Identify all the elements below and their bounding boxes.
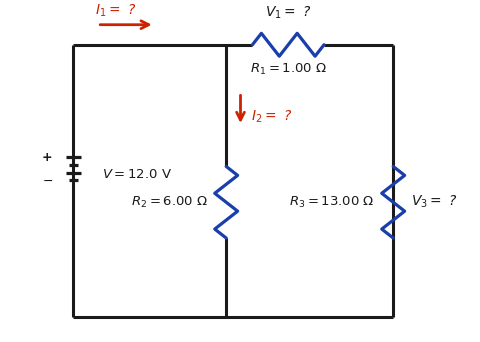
Text: $V = 12.0\ \mathrm{V}$: $V = 12.0\ \mathrm{V}$ — [102, 168, 172, 181]
Text: $R_2 = 6.00\ \Omega$: $R_2 = 6.00\ \Omega$ — [131, 195, 208, 210]
Text: +: + — [42, 151, 52, 164]
Text: $I_1 =$ ?: $I_1 =$ ? — [95, 2, 136, 18]
Text: $-$: $-$ — [42, 174, 53, 187]
Text: $R_1 = 1.00\ \Omega$: $R_1 = 1.00\ \Omega$ — [249, 62, 326, 77]
Text: $V_1 =$ ?: $V_1 =$ ? — [264, 4, 311, 21]
Text: $I_2 =$ ?: $I_2 =$ ? — [251, 108, 291, 124]
Text: $R_3 = 13.00\ \Omega$: $R_3 = 13.00\ \Omega$ — [289, 195, 374, 210]
Text: $V_3 =$ ?: $V_3 =$ ? — [410, 194, 457, 210]
